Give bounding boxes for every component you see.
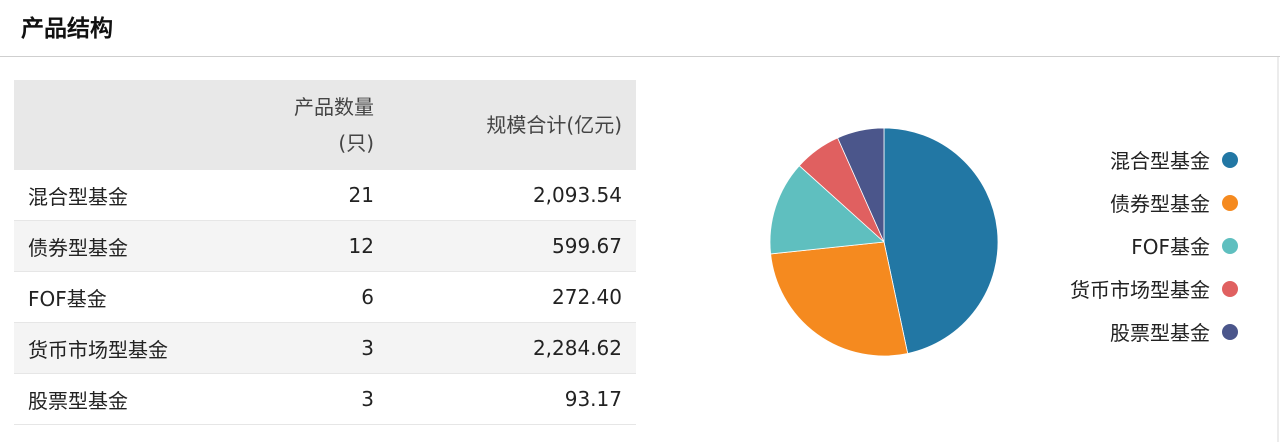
divider — [0, 56, 1280, 57]
legend-label: 混合型基金 — [1110, 149, 1210, 173]
row-count: 3 — [210, 373, 388, 425]
pie-slice-2[interactable] — [769, 165, 885, 255]
chart-legend: 混合型基金债券型基金 FOF基金货币市场型基金股票型基金 — [1070, 138, 1238, 353]
table-row: 股票型基金 3 93.17 — [14, 373, 636, 425]
legend-label: FOF基金 — [1131, 235, 1210, 259]
pie-slice-0[interactable] — [883, 127, 999, 354]
panel-border — [1277, 57, 1279, 442]
legend-dot-icon — [1222, 323, 1238, 340]
legend-item[interactable]: 货币市场型基金 — [1070, 267, 1238, 310]
section-title: 产品结构 — [21, 16, 113, 42]
row-scale: 2,284.62 — [388, 322, 636, 374]
legend-dot-icon — [1222, 194, 1238, 211]
row-name: 货币市场型基金 — [14, 322, 210, 374]
row-scale: 2,093.54 — [388, 170, 636, 221]
legend-item[interactable]: 混合型基金 — [1070, 138, 1238, 181]
legend-dot-icon — [1222, 151, 1238, 168]
row-count: 3 — [210, 322, 388, 374]
legend-label: 股票型基金 — [1110, 321, 1210, 345]
legend-item[interactable]: 债券型基金 — [1070, 181, 1238, 224]
table-row: FOF基金 6 272.40 — [14, 271, 636, 323]
row-name: 股票型基金 — [14, 373, 210, 425]
legend-label: 债券型基金 — [1110, 192, 1210, 216]
header-count-label: 产品数量(只) — [294, 95, 374, 155]
header-scale: 规模合计(亿元) — [486, 113, 622, 137]
row-scale: 93.17 — [388, 373, 636, 425]
row-count: 12 — [210, 220, 388, 272]
row-scale: 272.40 — [388, 271, 636, 323]
header-count: 产品数量(只) — [210, 80, 388, 170]
product-table: 产品数量(只) 规模合计(亿元) 混合型基金 21 2,093.54 债券型基金 12 5… — [14, 80, 636, 425]
table-row: 货币市场型基金 3 2,284.62 — [14, 322, 636, 374]
row-scale: 599.67 — [388, 220, 636, 272]
table-header-row: 产品数量(只) 规模合计(亿元) — [14, 80, 636, 170]
legend-item[interactable]: 股票型基金 — [1070, 310, 1238, 353]
row-count: 6 — [210, 271, 388, 323]
legend-item[interactable]: FOF基金 — [1070, 224, 1238, 267]
row-name: 混合型基金 — [14, 170, 210, 221]
legend-label: 货币市场型基金 — [1070, 278, 1210, 302]
pie-chart — [769, 127, 999, 357]
row-name: 债券型基金 — [14, 220, 210, 272]
pie-slice-1[interactable] — [770, 241, 909, 357]
legend-dot-icon — [1222, 237, 1238, 254]
table-row: 债券型基金 12 599.67 — [14, 220, 636, 272]
table-row: 混合型基金 21 2,093.54 — [14, 170, 636, 221]
header-name — [14, 80, 210, 170]
pie-slice-4[interactable] — [837, 127, 885, 243]
row-count: 21 — [210, 170, 388, 221]
row-name: FOF基金 — [14, 271, 210, 323]
legend-dot-icon — [1222, 280, 1238, 297]
